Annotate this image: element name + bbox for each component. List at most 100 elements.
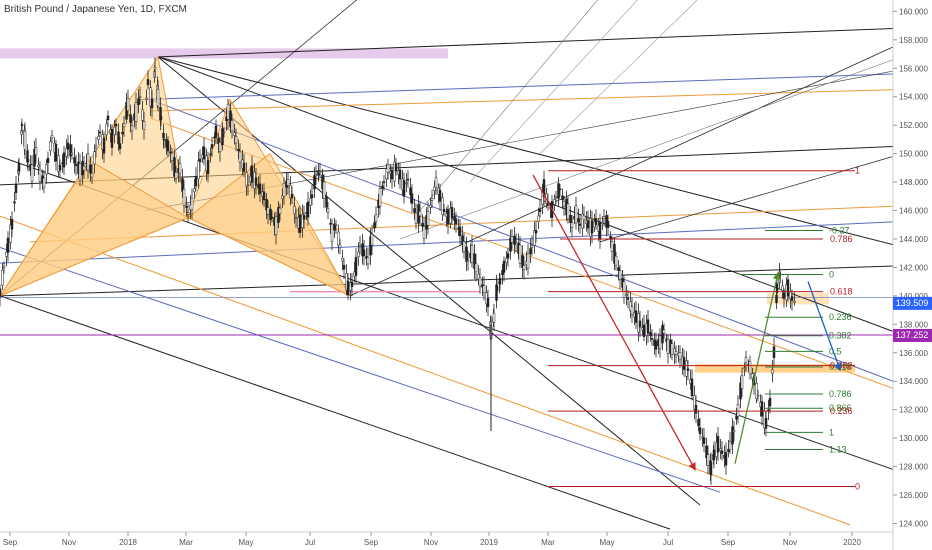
candle-body	[145, 97, 148, 100]
price-tick-label: 146.000	[899, 207, 928, 216]
fib-label: 0.786	[830, 234, 853, 244]
candle-body	[538, 208, 542, 212]
candle-body	[5, 251, 8, 257]
candle-body	[514, 241, 518, 243]
candle-body	[386, 163, 390, 173]
candle-body	[54, 143, 58, 162]
candle-body	[577, 218, 580, 223]
candle-body	[450, 207, 454, 219]
candle-body	[105, 123, 108, 135]
candle-body	[561, 195, 564, 201]
time-tick-label: Nov	[783, 538, 797, 547]
candle-body	[558, 188, 562, 191]
candle-body	[594, 218, 598, 225]
candle-body	[49, 141, 52, 151]
candle-body	[453, 216, 456, 221]
candle-body	[142, 121, 146, 130]
candle-body	[409, 187, 412, 196]
candle-body	[578, 223, 582, 226]
candle-body	[712, 449, 716, 460]
candle-body	[369, 236, 372, 256]
candle-body	[310, 194, 314, 198]
candle-body	[606, 220, 610, 228]
candle-body	[26, 159, 30, 163]
candle-body	[728, 441, 732, 450]
trend-line	[0, 265, 894, 297]
candle-body	[474, 263, 478, 273]
candle-body	[390, 169, 394, 180]
candle-body	[654, 340, 658, 350]
candle-body	[433, 186, 436, 191]
candle-body	[46, 157, 50, 163]
candle-body	[178, 163, 182, 174]
candle-body	[30, 164, 34, 182]
candle-body	[462, 241, 466, 253]
candle-body	[385, 168, 388, 180]
price-axis-ticks[interactable]: 124.000 126.000 128.000 130.000 132.000 134.0…	[893, 7, 928, 528]
candle-body	[309, 198, 312, 206]
candle-body	[318, 171, 322, 174]
candle-body	[526, 253, 530, 269]
candle-body	[458, 226, 462, 237]
candle-body	[570, 222, 574, 228]
level-label: 137.252	[896, 330, 929, 340]
candle-body	[354, 257, 358, 276]
candle-body	[732, 430, 736, 433]
time-tick-label: May	[599, 538, 614, 547]
candle-body	[274, 216, 278, 235]
price-tick-label: 126.000	[899, 491, 928, 500]
candle-body	[20, 124, 24, 126]
time-tick-label: Sep	[3, 538, 18, 547]
candle-body	[793, 301, 796, 303]
price-tick-label: 144.000	[899, 235, 928, 244]
candle-body	[638, 320, 642, 328]
candle-body	[137, 98, 140, 105]
candle-body	[634, 310, 638, 323]
candle-body	[113, 126, 116, 136]
candle-body	[756, 394, 760, 397]
candle-body	[625, 294, 628, 296]
price-tick-label: 140.000	[899, 292, 928, 301]
candle-body	[293, 206, 296, 214]
fib-label: 1	[829, 427, 834, 437]
candle-body	[110, 128, 114, 148]
fib-label: -0.27	[829, 225, 850, 235]
price-tick-label: 150.000	[899, 150, 928, 159]
candle-body	[598, 222, 602, 240]
candle-body	[661, 325, 664, 344]
time-tick-label: Sep	[364, 538, 379, 547]
candle-body	[190, 198, 194, 210]
time-axis-ticks[interactable]: Sep Nov 2018 Mar May Jul Sep Nov 2019 Mar May Jul Se…	[3, 532, 862, 547]
candle-body	[706, 454, 710, 466]
candle-body	[586, 220, 590, 229]
candle-body	[117, 131, 120, 145]
level-tag-bg	[893, 328, 932, 342]
candle-body	[57, 155, 60, 172]
candle-body	[193, 188, 196, 193]
price-tick-label: 128.000	[899, 463, 928, 472]
candle-body	[221, 128, 224, 146]
trend-lines	[0, 0, 894, 530]
candle-body	[149, 87, 152, 107]
trend-line	[0, 247, 721, 493]
candle-body	[430, 197, 434, 201]
price-tick-label: 156.000	[899, 64, 928, 73]
level-tag: 137.252	[893, 328, 932, 342]
candle-body	[229, 110, 232, 128]
candle-body	[45, 164, 48, 175]
price-tick-label: 132.000	[899, 406, 928, 415]
candle-body	[429, 204, 432, 208]
candle-body	[698, 427, 702, 435]
candle-body	[34, 147, 38, 156]
candle-body	[522, 265, 526, 271]
candle-body	[194, 176, 198, 187]
fib-label: 0.5	[829, 346, 842, 356]
harmonic-pattern	[187, 152, 352, 298]
candle-body	[775, 295, 778, 304]
candle-body	[719, 448, 722, 452]
blue-arrow	[807, 281, 842, 372]
candle-body	[569, 214, 572, 224]
candle-body	[442, 209, 446, 212]
candle-body	[277, 207, 280, 223]
candle-body	[518, 244, 522, 264]
